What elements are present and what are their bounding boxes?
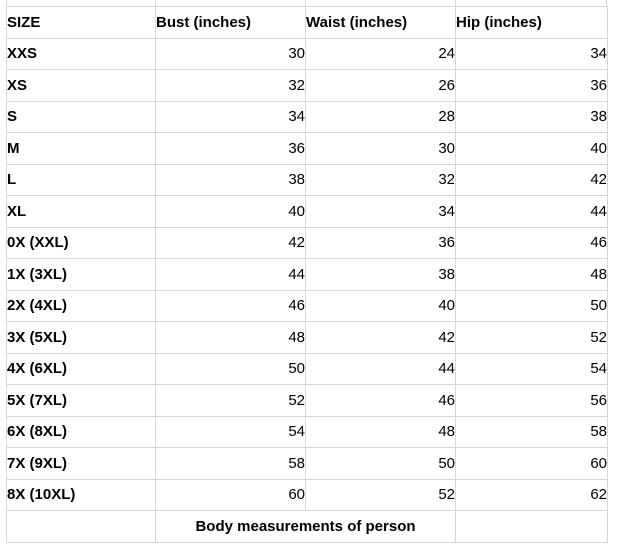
size-label-cell[interactable]: 6X (8XL) [6,415,156,448]
size-label-cell[interactable]: 2X (4XL) [6,289,156,322]
size-row: 0X (XXL) 42 36 46 [6,226,608,259]
gridline-stub [606,0,607,7]
size-row: 6X (8XL) 54 48 58 [6,415,608,448]
size-label-cell[interactable]: M [6,132,156,165]
hip-value-cell[interactable]: 44 [455,195,608,228]
waist-value-cell[interactable]: 26 [305,69,456,102]
bust-value-cell[interactable]: 54 [155,415,306,448]
waist-value-cell[interactable]: 52 [305,478,456,511]
size-label-cell[interactable]: XS [6,69,156,102]
bust-value-cell[interactable]: 52 [155,384,306,417]
size-row: 1X (3XL) 44 38 48 [6,258,608,291]
footer-empty-cell-right[interactable] [455,510,608,543]
bust-value-cell[interactable]: 40 [155,195,306,228]
bust-value-cell[interactable]: 58 [155,447,306,480]
size-label-cell[interactable]: 0X (XXL) [6,226,156,259]
bust-value-cell[interactable]: 36 [155,132,306,165]
column-header-hip[interactable]: Hip (inches) [455,6,608,39]
waist-value-cell[interactable]: 44 [305,352,456,385]
header-row: SIZE Bust (inches) Waist (inches) Hip (i… [6,6,608,39]
gridline-stub [305,0,306,7]
bust-value-cell[interactable]: 38 [155,163,306,196]
hip-value-cell[interactable]: 38 [455,100,608,133]
size-label-cell[interactable]: XL [6,195,156,228]
footer-note[interactable]: Body measurements of person [155,510,456,543]
column-header-waist[interactable]: Waist (inches) [305,6,456,39]
hip-value-cell[interactable]: 50 [455,289,608,322]
column-header-bust[interactable]: Bust (inches) [155,6,306,39]
size-label-cell[interactable]: 1X (3XL) [6,258,156,291]
bust-value-cell[interactable]: 30 [155,37,306,70]
waist-value-cell[interactable]: 36 [305,226,456,259]
bust-value-cell[interactable]: 50 [155,352,306,385]
bust-value-cell[interactable]: 42 [155,226,306,259]
waist-value-cell[interactable]: 42 [305,321,456,354]
waist-value-cell[interactable]: 46 [305,384,456,417]
hip-value-cell[interactable]: 58 [455,415,608,448]
column-header-size[interactable]: SIZE [6,6,156,39]
size-label-cell[interactable]: S [6,100,156,133]
waist-value-cell[interactable]: 50 [305,447,456,480]
size-row: L 38 32 42 [6,163,608,196]
bust-value-cell[interactable]: 46 [155,289,306,322]
size-row: 2X (4XL) 46 40 50 [6,289,608,322]
bust-value-cell[interactable]: 44 [155,258,306,291]
size-row: 4X (6XL) 50 44 54 [6,352,608,385]
gridline-stub [155,0,156,7]
size-label-cell[interactable]: L [6,163,156,196]
size-row: 7X (9XL) 58 50 60 [6,447,608,480]
size-row: 8X (10XL) 60 52 62 [6,478,608,511]
size-label-cell[interactable]: XXS [6,37,156,70]
bust-value-cell[interactable]: 48 [155,321,306,354]
footer-row: Body measurements of person [6,510,608,543]
size-row: 5X (7XL) 52 46 56 [6,384,608,417]
size-label-cell[interactable]: 3X (5XL) [6,321,156,354]
hip-value-cell[interactable]: 56 [455,384,608,417]
hip-value-cell[interactable]: 46 [455,226,608,259]
size-row: M 36 30 40 [6,132,608,165]
waist-value-cell[interactable]: 34 [305,195,456,228]
waist-value-cell[interactable]: 48 [305,415,456,448]
size-row: XL 40 34 44 [6,195,608,228]
size-label-cell[interactable]: 7X (9XL) [6,447,156,480]
size-row: 3X (5XL) 48 42 52 [6,321,608,354]
waist-value-cell[interactable]: 38 [305,258,456,291]
hip-value-cell[interactable]: 42 [455,163,608,196]
hip-value-cell[interactable]: 62 [455,478,608,511]
waist-value-cell[interactable]: 32 [305,163,456,196]
size-row: S 34 28 38 [6,100,608,133]
hip-value-cell[interactable]: 52 [455,321,608,354]
waist-value-cell[interactable]: 40 [305,289,456,322]
size-row: XS 32 26 36 [6,69,608,102]
bust-value-cell[interactable]: 32 [155,69,306,102]
size-row: XXS 30 24 34 [6,37,608,70]
bust-value-cell[interactable]: 60 [155,478,306,511]
gridline-stub [455,0,456,7]
size-label-cell[interactable]: 5X (7XL) [6,384,156,417]
hip-value-cell[interactable]: 54 [455,352,608,385]
hip-value-cell[interactable]: 36 [455,69,608,102]
size-label-cell[interactable]: 4X (6XL) [6,352,156,385]
waist-value-cell[interactable]: 28 [305,100,456,133]
hip-value-cell[interactable]: 60 [455,447,608,480]
footer-empty-cell-left[interactable] [6,510,156,543]
size-chart-table: SIZE Bust (inches) Waist (inches) Hip (i… [6,6,608,543]
bust-value-cell[interactable]: 34 [155,100,306,133]
waist-value-cell[interactable]: 30 [305,132,456,165]
hip-value-cell[interactable]: 48 [455,258,608,291]
hip-value-cell[interactable]: 34 [455,37,608,70]
gridline-stub [6,0,7,7]
size-label-cell[interactable]: 8X (10XL) [6,478,156,511]
hip-value-cell[interactable]: 40 [455,132,608,165]
waist-value-cell[interactable]: 24 [305,37,456,70]
